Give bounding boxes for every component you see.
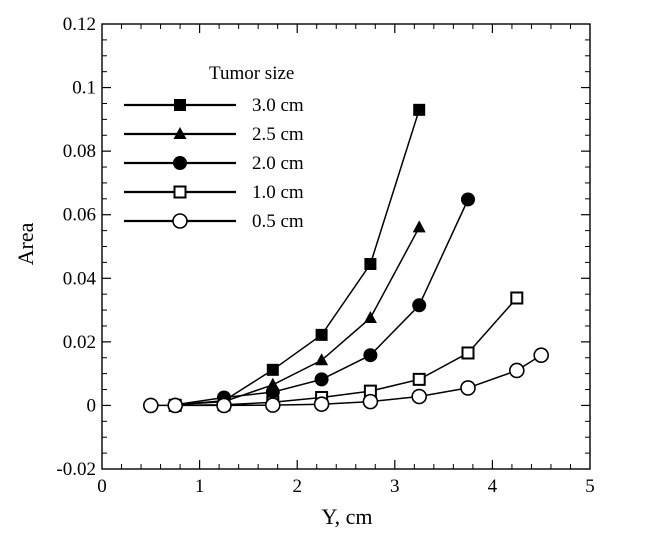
data-point [266, 363, 279, 376]
legend-item: 0.5 cm [124, 211, 304, 232]
y-tick-label: 0.12 [63, 14, 96, 35]
series-line [175, 227, 420, 406]
y-tick-label: 0 [87, 395, 97, 416]
data-point [508, 362, 525, 379]
y-tick-label: 0.06 [63, 205, 96, 226]
data-point [461, 192, 475, 207]
data-point [363, 348, 378, 363]
legend-marker [174, 99, 186, 111]
data-point [265, 385, 280, 400]
x-tick-label: 2 [292, 476, 302, 497]
x-tick-label: 4 [488, 476, 498, 497]
x-tick-label: 3 [390, 476, 400, 497]
data-point [510, 291, 524, 305]
data-point [363, 311, 377, 324]
y-tick-label: 0.08 [63, 141, 96, 162]
data-point [264, 397, 281, 413]
data-point [413, 103, 426, 116]
data-point [461, 346, 475, 360]
data-point [533, 347, 550, 364]
data-point [364, 257, 377, 270]
legend-label: 2.0 cm [252, 153, 304, 174]
data-point [362, 393, 379, 410]
series-2-5-cm [168, 220, 426, 410]
data-point [143, 397, 159, 414]
x-tick-label: 5 [585, 476, 595, 497]
legend-marker [172, 213, 188, 229]
data-point [411, 388, 428, 405]
legend-marker [173, 127, 187, 139]
data-point [460, 380, 476, 396]
data-point [412, 298, 427, 313]
data-point [167, 397, 183, 414]
y-tick-label: -0.02 [56, 459, 96, 480]
x-axis-title: Y, cm [322, 504, 373, 529]
x-tick-label: 1 [195, 476, 205, 497]
data-point [314, 372, 329, 387]
legend-title: Tumor size [209, 63, 294, 84]
legend-item: 2.0 cm [124, 153, 304, 174]
series-line [150, 354, 542, 407]
data-point [412, 220, 426, 233]
series-3-0-cm [169, 103, 426, 411]
legend: Tumor size 3.0 cm 2.5 cm 2.0 cm 1.0 cm 0.5 c… [124, 63, 304, 232]
y-tick-label: 0.04 [63, 268, 97, 289]
legend-item: 2.5 cm [124, 124, 304, 145]
data-point [313, 396, 330, 412]
legend-label: 1.0 cm [252, 182, 304, 203]
series-line [175, 297, 518, 407]
legend-item: 3.0 cm [124, 95, 304, 116]
legend-marker [173, 185, 187, 199]
legend-marker [173, 156, 187, 170]
y-tick-label: 0.02 [63, 332, 96, 353]
y-tick-label: 0.1 [72, 78, 96, 99]
legend-item: 1.0 cm [124, 182, 304, 203]
data-point [315, 328, 328, 341]
data-point [315, 353, 329, 366]
legend-label: 3.0 cm [252, 95, 304, 116]
data-point [412, 372, 426, 386]
y-axis-title: Area [13, 222, 38, 265]
x-tick-label: 0 [97, 476, 107, 497]
series-layer [143, 103, 550, 414]
series-2-0-cm [168, 192, 475, 412]
legend-label: 0.5 cm [252, 211, 304, 232]
data-point [216, 397, 232, 414]
series-0-5-cm [143, 347, 550, 414]
legend-label: 2.5 cm [252, 124, 304, 145]
